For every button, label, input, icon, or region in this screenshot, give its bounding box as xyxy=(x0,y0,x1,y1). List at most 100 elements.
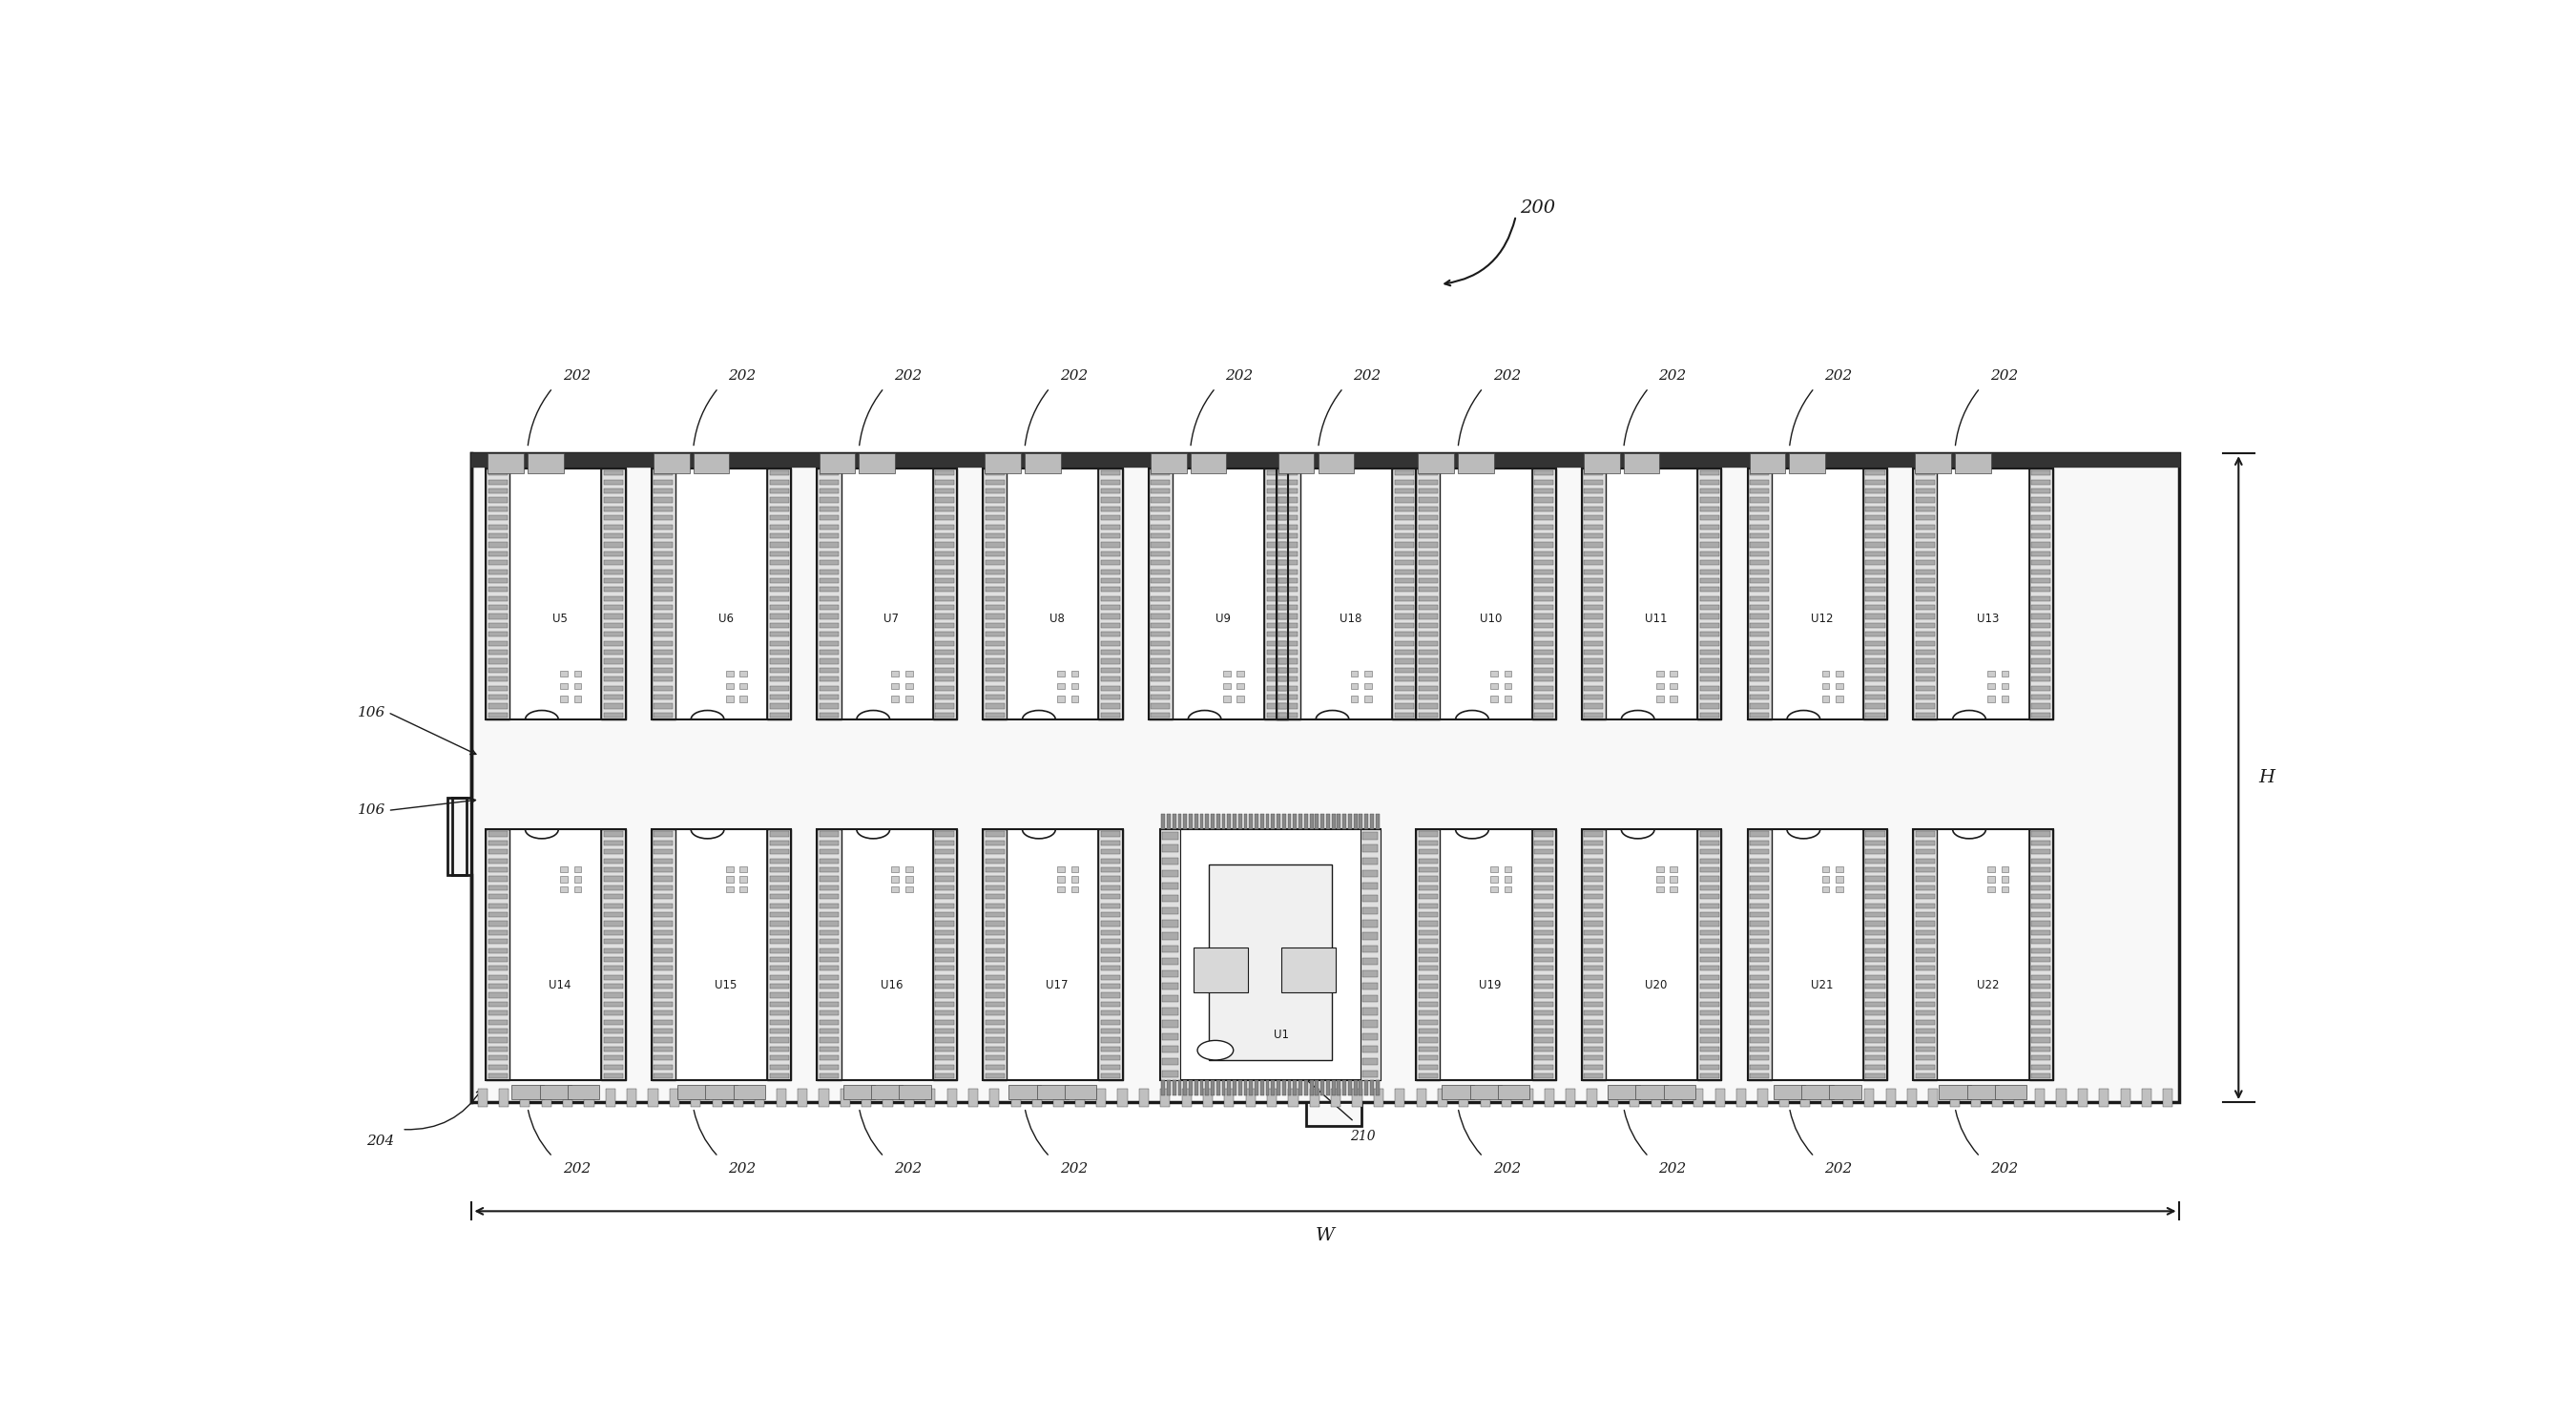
Bar xyxy=(1780,1089,1788,1106)
Bar xyxy=(654,623,672,627)
Bar xyxy=(1656,695,1664,702)
Text: H: H xyxy=(2259,769,2275,786)
Bar xyxy=(1504,886,1512,892)
Bar xyxy=(1278,497,1298,503)
Bar xyxy=(1419,704,1437,708)
Bar xyxy=(1224,1089,1234,1106)
Bar xyxy=(739,877,747,882)
Bar xyxy=(1700,515,1718,521)
Bar xyxy=(487,542,507,547)
Bar xyxy=(654,947,672,953)
Bar xyxy=(935,623,956,627)
Bar xyxy=(819,947,840,953)
Bar xyxy=(1865,470,1886,476)
Bar xyxy=(654,704,672,708)
Text: U14: U14 xyxy=(549,978,572,991)
Bar xyxy=(603,903,623,908)
Bar xyxy=(2032,957,2050,961)
Bar xyxy=(1419,658,1437,664)
Bar xyxy=(819,515,840,521)
Bar xyxy=(574,695,582,702)
Bar xyxy=(1700,569,1718,573)
Bar xyxy=(1100,912,1121,918)
Bar xyxy=(1162,957,1177,964)
Bar xyxy=(654,984,672,988)
Bar xyxy=(984,551,1005,556)
Bar xyxy=(1917,831,1935,837)
Bar xyxy=(770,578,788,583)
Bar xyxy=(819,957,840,961)
Bar xyxy=(487,903,507,908)
Bar xyxy=(2032,966,2050,971)
Bar xyxy=(1700,912,1718,918)
Bar xyxy=(819,984,840,988)
Bar xyxy=(2032,658,2050,664)
Bar xyxy=(1100,841,1121,845)
Bar xyxy=(984,895,1005,899)
Bar xyxy=(1535,677,1553,681)
Bar xyxy=(1749,841,1770,845)
Bar xyxy=(1504,695,1512,702)
Bar xyxy=(1159,1089,1170,1106)
Bar xyxy=(984,930,1005,935)
Bar xyxy=(1100,588,1121,592)
Bar xyxy=(1363,833,1378,840)
Bar xyxy=(1151,497,1170,503)
Text: U17: U17 xyxy=(1046,978,1069,991)
Bar xyxy=(487,615,507,619)
Bar xyxy=(1100,534,1121,538)
Bar xyxy=(2002,671,2009,677)
Bar xyxy=(984,524,1005,530)
Bar xyxy=(1917,993,1935,998)
Bar xyxy=(935,470,956,476)
Bar xyxy=(1917,596,1935,600)
Bar xyxy=(1278,551,1298,556)
Bar xyxy=(819,885,840,891)
Bar xyxy=(1865,677,1886,681)
Bar xyxy=(2032,1020,2050,1025)
Bar xyxy=(1584,1011,1602,1015)
Bar xyxy=(603,830,626,1080)
Bar xyxy=(770,650,788,654)
Bar xyxy=(1419,1028,1437,1034)
Bar xyxy=(1481,1089,1489,1106)
Bar xyxy=(770,551,788,556)
Bar xyxy=(1862,830,1888,1080)
Bar xyxy=(770,1065,788,1069)
Bar xyxy=(654,569,672,573)
Bar xyxy=(1865,1055,1886,1061)
Bar xyxy=(1151,489,1170,494)
Bar xyxy=(1917,841,1935,845)
Bar xyxy=(1535,704,1553,708)
Bar xyxy=(1865,1028,1886,1034)
Bar xyxy=(603,947,623,953)
Bar xyxy=(1535,561,1553,565)
Bar xyxy=(935,551,956,556)
Bar xyxy=(1917,677,1935,681)
Bar xyxy=(819,877,840,881)
Bar xyxy=(935,831,956,837)
Bar xyxy=(1749,605,1770,610)
Bar xyxy=(1010,1089,1020,1106)
Bar xyxy=(1917,1073,1935,1079)
Bar xyxy=(654,615,672,619)
Bar xyxy=(1226,814,1231,830)
Bar xyxy=(770,497,788,503)
Bar xyxy=(1267,578,1285,583)
Bar xyxy=(1376,814,1378,830)
Bar xyxy=(603,677,623,681)
Bar xyxy=(984,704,1005,708)
Bar xyxy=(984,957,1005,961)
Bar xyxy=(1749,974,1770,980)
Bar xyxy=(1584,1038,1602,1042)
Bar xyxy=(1865,507,1886,511)
Bar xyxy=(559,877,567,882)
Bar xyxy=(1865,868,1886,872)
Bar xyxy=(935,895,956,899)
Bar xyxy=(1917,632,1935,637)
Bar xyxy=(1419,507,1437,511)
Bar xyxy=(654,470,672,476)
Bar xyxy=(1162,1058,1177,1065)
Bar xyxy=(935,1011,956,1015)
Text: 200: 200 xyxy=(1520,200,1556,217)
